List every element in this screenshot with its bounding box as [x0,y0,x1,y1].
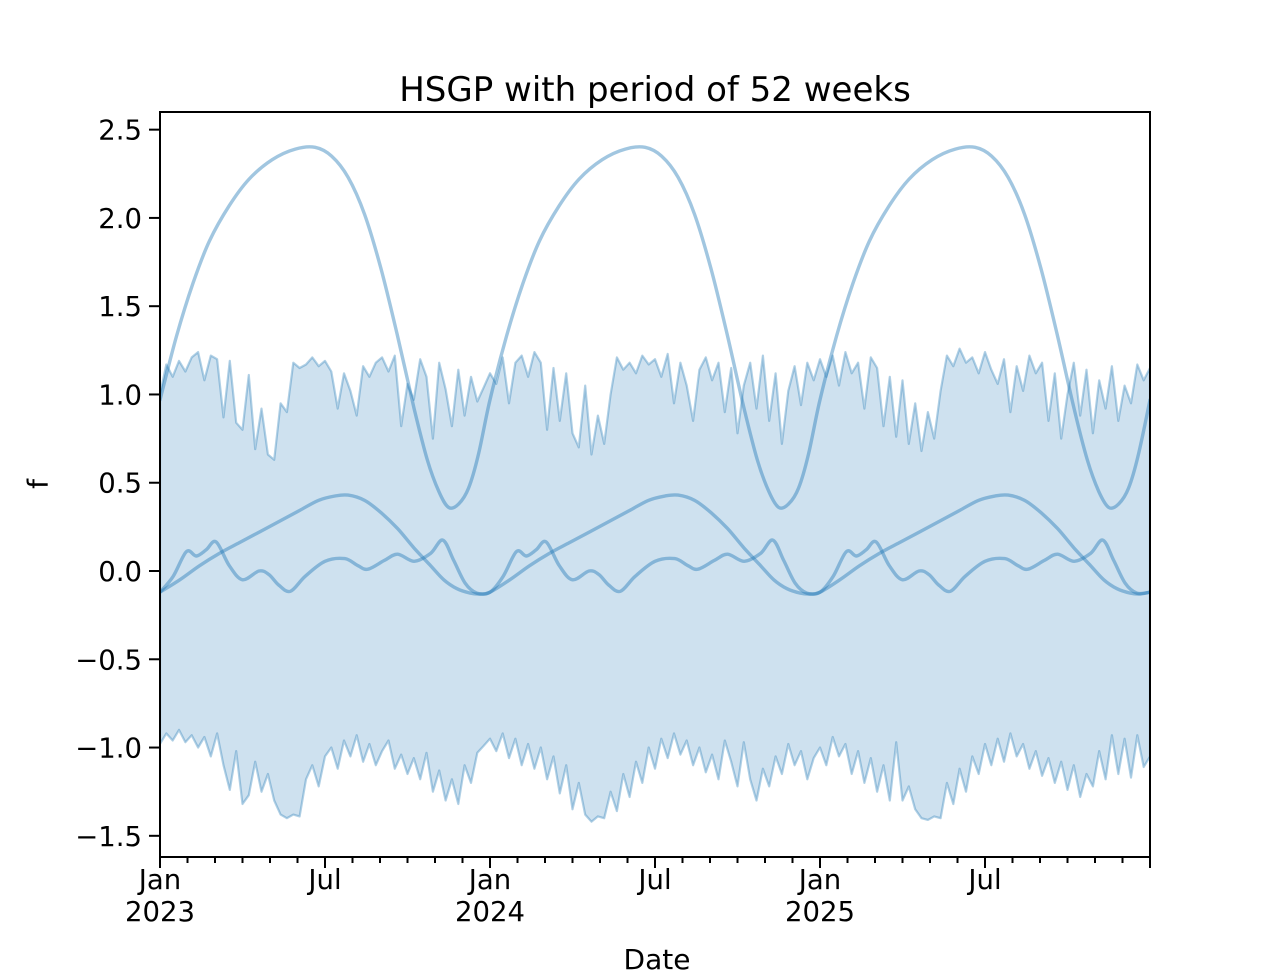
chart-title: HSGP with period of 52 weeks [399,70,911,110]
y-axis-label: f [21,479,55,489]
y-tick-label: 1.0 [98,379,142,411]
y-tick-label: −1.5 [75,821,142,853]
x-tick-label: Jul [636,864,671,896]
y-tick-label: 1.5 [98,291,142,323]
sample-line-1 [160,145,1150,510]
hdi-band [160,347,1150,823]
y-tick-label: 2.0 [98,203,142,235]
x-tick-label: Jan [797,864,841,896]
x-tick-label: 2023 [125,896,195,928]
x-tick-label: Jul [966,864,1001,896]
plot-area [160,145,1150,823]
sample-line-2 [160,493,1150,596]
x-tick-label: Jan [137,864,181,896]
sample-line-3 [160,538,1150,596]
y-tick-label: 2.5 [98,115,142,147]
y-tick-label: −1.0 [75,733,142,765]
x-tick-label: Jul [306,864,341,896]
y-tick-label: 0.0 [98,556,142,588]
x-tick-label: 2025 [785,896,855,928]
x-tick-label: Jan [467,864,511,896]
y-tick-label: −0.5 [75,644,142,676]
y-tick-label: 0.5 [98,468,142,500]
x-tick-label: 2024 [455,896,525,928]
